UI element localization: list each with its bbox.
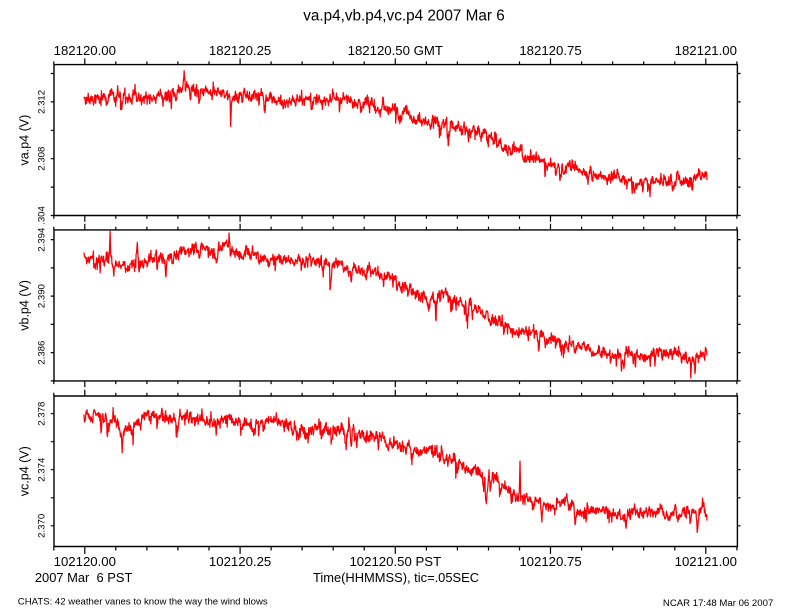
svg-text:2.370: 2.370 (36, 514, 47, 538)
svg-text:va.p4 (V): va.p4 (V) (17, 115, 31, 166)
svg-text:182120.25: 182120.25 (209, 43, 271, 58)
svg-text:va.p4,vb.p4,vc.p4 2007 Mar 6: va.p4,vb.p4,vc.p4 2007 Mar 6 (303, 8, 505, 25)
svg-text:182121.00: 182121.00 (675, 43, 737, 58)
svg-text:102120.00: 102120.00 (54, 554, 116, 569)
svg-text:2.386: 2.386 (36, 341, 47, 365)
svg-text:182120.00: 182120.00 (54, 43, 116, 58)
svg-text:102120.50 PST: 102120.50 PST (349, 554, 441, 569)
svg-text:2.312: 2.312 (36, 90, 47, 114)
svg-text:2.378: 2.378 (36, 402, 47, 426)
svg-text:182120.50 GMT: 182120.50 GMT (348, 43, 443, 58)
svg-text:vb.p4 (V): vb.p4 (V) (17, 280, 31, 331)
svg-text:Time(HHMMSS), tic=.05SEC: Time(HHMMSS), tic=.05SEC (313, 570, 479, 585)
svg-text:2.374: 2.374 (36, 457, 47, 482)
svg-text:CHATS: 42 weather vanes to kno: CHATS: 42 weather vanes to know the way … (18, 596, 268, 607)
svg-text:102120.25: 102120.25 (209, 554, 271, 569)
svg-text:182120.75: 182120.75 (519, 43, 581, 58)
svg-text:2.308: 2.308 (36, 147, 47, 171)
svg-text:102121.00: 102121.00 (675, 554, 737, 569)
svg-text:102120.75: 102120.75 (519, 554, 581, 569)
svg-text:2.390: 2.390 (36, 284, 47, 308)
svg-text:NCAR 17:48 Mar 06 2007: NCAR 17:48 Mar 06 2007 (663, 598, 773, 609)
svg-text:2007 Mar 6 PST: 2007 Mar 6 PST (35, 570, 133, 585)
svg-text:2.394: 2.394 (36, 227, 47, 252)
svg-text:.304: .304 (36, 206, 47, 225)
svg-text:vc.p4 (V): vc.p4 (V) (17, 446, 31, 496)
